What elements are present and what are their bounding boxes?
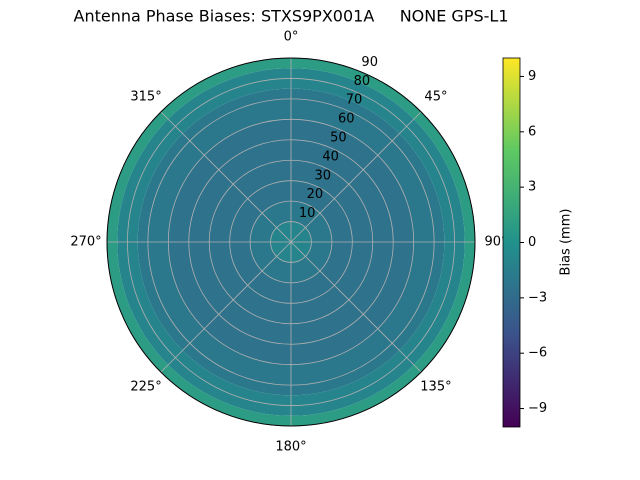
colorbar-tick-label: −3 (528, 290, 547, 305)
grid-spoke (290, 241, 422, 373)
colorbar-tick-label: 6 (528, 124, 536, 139)
colorbar (502, 57, 521, 428)
r-tick-label: 80 (354, 74, 371, 89)
r-tick-label: 90 (361, 55, 378, 70)
colorbar-tick-label: −9 (528, 401, 547, 416)
theta-tick-label: 0° (284, 30, 299, 45)
theta-tick-label: 225° (130, 379, 161, 394)
colorbar-tick-label: 3 (528, 180, 536, 195)
theta-tick-label: 315° (130, 90, 161, 105)
chart-title: Antenna Phase Biases: STXS9PX001A NONE G… (74, 7, 509, 26)
r-tick-label: 60 (338, 112, 355, 127)
colorbar-tick-label: 0 (528, 235, 536, 250)
grid-spoke (290, 111, 422, 243)
colorbar-label: Bias (mm) (559, 209, 574, 276)
theta-tick-label: 270° (70, 235, 101, 250)
theta-tick-label: 90° (484, 235, 507, 250)
theta-tick-label: 135° (420, 379, 451, 394)
colorbar-tick-label: −6 (528, 346, 547, 361)
r-tick-label: 10 (299, 206, 316, 221)
r-tick-label: 30 (314, 168, 331, 183)
r-tick-label: 20 (307, 187, 324, 202)
grid-spoke (160, 111, 292, 243)
r-tick-label: 70 (346, 93, 363, 108)
theta-tick-label: 45° (424, 90, 447, 105)
colorbar-tick-label: 9 (528, 69, 536, 84)
polar-frame (106, 57, 476, 427)
r-tick-label: 40 (322, 149, 339, 164)
r-tick-label: 50 (330, 131, 347, 146)
theta-tick-label: 180° (275, 440, 306, 455)
grid-spoke (160, 241, 292, 373)
